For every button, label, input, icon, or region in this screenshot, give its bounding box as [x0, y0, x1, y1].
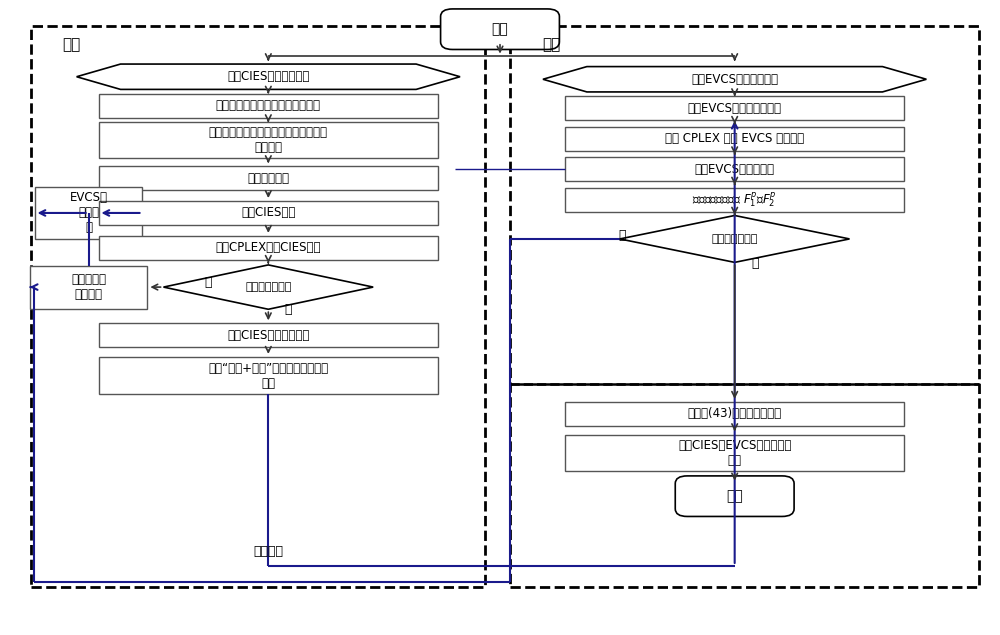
FancyBboxPatch shape — [675, 476, 794, 516]
Bar — [565, 402, 904, 426]
Bar — [99, 94, 438, 118]
Text: 是: 是 — [751, 257, 758, 269]
FancyBboxPatch shape — [441, 9, 559, 50]
Text: 获得CIES最优调度方案: 获得CIES最优调度方案 — [227, 329, 310, 342]
Text: 开始: 开始 — [492, 22, 508, 36]
Text: 获得EVCS充放电方案: 获得EVCS充放电方案 — [695, 163, 775, 176]
Text: 更新置信水
平和负荷: 更新置信水 平和负荷 — [71, 273, 106, 301]
Bar — [99, 323, 438, 347]
Bar — [99, 358, 438, 394]
Text: 采用“分时+实时”定价机制获得动态
电价: 采用“分时+实时”定价机制获得动态 电价 — [208, 362, 328, 390]
Polygon shape — [77, 64, 460, 90]
Text: 获得具有混合整数线性规划形式的最优
调度模型: 获得具有混合整数线性规划形式的最优 调度模型 — [209, 126, 328, 154]
Bar — [565, 127, 904, 151]
Bar — [35, 187, 142, 239]
Text: 结束: 结束 — [726, 489, 743, 503]
Text: 输入EVCS参数和动态电价: 输入EVCS参数和动态电价 — [688, 102, 782, 115]
Text: 将机会约束转换为其确定性等价类: 将机会约束转换为其确定性等价类 — [216, 99, 321, 112]
Bar — [99, 201, 438, 225]
Text: 根据式(43)确定联合最优解: 根据式(43)确定联合最优解 — [688, 407, 782, 420]
Text: 采用CPLEX求解CIES模型: 采用CPLEX求解CIES模型 — [216, 241, 321, 254]
Text: 计算联合目标函数 $F_1^p$和$F_2^p$: 计算联合目标函数 $F_1^p$和$F_2^p$ — [692, 190, 777, 209]
Bar — [99, 123, 438, 158]
Polygon shape — [620, 215, 850, 262]
Bar — [31, 26, 485, 587]
Polygon shape — [163, 265, 373, 309]
Bar — [30, 265, 147, 309]
Text: 输入初始电价: 输入初始电价 — [247, 171, 289, 185]
Text: 输入CIES参数: 输入CIES参数 — [241, 206, 296, 220]
Text: 建立EVCS最优调度模型: 建立EVCS最优调度模型 — [691, 73, 778, 86]
Text: 是: 是 — [285, 304, 292, 316]
Text: 输出CIES和EVCS的最优调度
方案: 输出CIES和EVCS的最优调度 方案 — [678, 439, 791, 467]
Bar — [510, 26, 979, 587]
Text: 否: 否 — [618, 229, 626, 242]
Text: 采用 CPLEX 求解 EVCS 调度模型: 采用 CPLEX 求解 EVCS 调度模型 — [665, 132, 804, 145]
Text: EVCS充
放电方
案: EVCS充 放电方 案 — [70, 192, 108, 234]
Text: 动态电价: 动态电价 — [253, 545, 283, 558]
Bar — [99, 166, 438, 190]
Bar — [565, 157, 904, 181]
Bar — [99, 236, 438, 260]
Text: 否: 否 — [205, 276, 212, 289]
Text: 上层: 上层 — [63, 37, 81, 53]
Text: 构建CIES最优调度模型: 构建CIES最优调度模型 — [227, 70, 310, 83]
Text: 找到解决办法？: 找到解决办法？ — [245, 282, 292, 292]
Bar — [565, 187, 904, 211]
Text: 下层: 下层 — [542, 37, 560, 53]
Text: 满足终止条件？: 满足终止条件？ — [711, 234, 758, 244]
Polygon shape — [543, 67, 926, 92]
Bar — [565, 97, 904, 121]
Bar — [565, 435, 904, 471]
